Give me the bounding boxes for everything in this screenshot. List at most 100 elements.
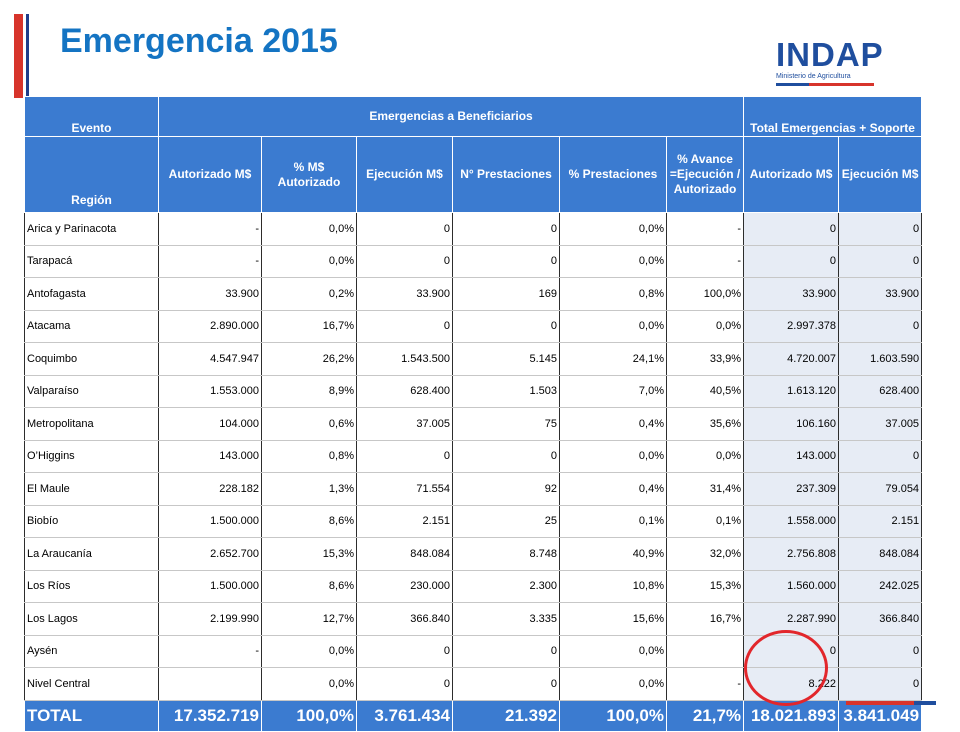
emergencias-table: Evento Emergencias a Beneficiarios Total… [24, 96, 923, 732]
cell-prestaciones: 0 [452, 212, 560, 246]
cell-total-ejecucion: 0 [838, 212, 923, 246]
cell-avance [666, 635, 745, 668]
cell-pct-prestaciones: 24,1% [559, 342, 667, 376]
cell-ejecucion: 37.005 [356, 407, 453, 441]
cell-autorizado: - [158, 245, 262, 278]
cell-pct-prestaciones: 0,0% [559, 310, 667, 343]
cell-total-ejecucion: 0 [838, 440, 923, 473]
cell-pct-prestaciones: 40,9% [559, 537, 667, 571]
cell-autorizado [158, 667, 262, 701]
cell-total-autorizado: 4.720.007 [743, 342, 840, 376]
total-cell-avance: 21,7% [666, 700, 745, 732]
header-total-ejecucion: Ejecución M$ [838, 136, 923, 213]
cell-total-ejecucion: 0 [838, 310, 923, 343]
highlight-circle [744, 630, 828, 706]
column-header-row: Región Autorizado M$ % M$ Autorizado Eje… [24, 136, 923, 213]
cell-region: Coquimbo [24, 342, 159, 376]
indap-logo: INDAP Ministerio de Agricultura [776, 38, 888, 86]
header-prestaciones: N° Prestaciones [452, 136, 560, 213]
header-avance: % Avance =Ejecución / Autorizado [665, 136, 745, 213]
cell-prestaciones: 1.503 [452, 375, 560, 408]
cell-ejecucion: 230.000 [356, 570, 453, 603]
total-cell-prestaciones: 21.392 [452, 700, 560, 732]
cell-pct-autorizado: 8,6% [261, 505, 357, 538]
header-total-autorizado: Autorizado M$ [743, 136, 840, 213]
cell-avance: 0,0% [666, 310, 745, 343]
cell-total-autorizado: 33.900 [743, 277, 840, 311]
cell-prestaciones: 3.335 [452, 602, 560, 636]
cell-pct-autorizado: 0,0% [261, 635, 357, 668]
cell-avance: 0,0% [666, 440, 745, 473]
logo-flag-stripe [776, 83, 874, 86]
cell-region: Los Lagos [24, 602, 159, 636]
cell-prestaciones: 75 [452, 407, 560, 441]
cell-total-autorizado: 2.997.378 [743, 310, 840, 343]
logo-subtitle: Ministerio de Agricultura [776, 73, 851, 80]
table-row: Valparaíso 1.553.000 8,9% 628.400 1.503 7,0% 4… [24, 375, 923, 408]
cell-total-ejecucion: 0 [838, 667, 923, 701]
cell-avance: - [666, 667, 745, 701]
cell-avance: 100,0% [666, 277, 745, 311]
cell-total-ejecucion: 242.025 [838, 570, 923, 603]
cell-ejecucion: 2.151 [356, 505, 453, 538]
cell-region: Los Ríos [24, 570, 159, 603]
cell-ejecucion: 628.400 [356, 375, 453, 408]
cell-total-autorizado: 1.558.000 [743, 505, 840, 538]
header-pct-prestaciones: % Prestaciones [559, 136, 667, 213]
cell-ejecucion: 1.543.500 [356, 342, 453, 376]
cell-ejecucion: 0 [356, 635, 453, 668]
header-beneficiarios: Emergencias a Beneficiarios [157, 96, 745, 137]
total-cell-region: TOTAL [24, 700, 159, 732]
cell-pct-autorizado: 0,6% [261, 407, 357, 441]
cell-prestaciones: 2.300 [452, 570, 560, 603]
table-row: Atacama 2.890.000 16,7% 0 0 0,0% 0,0% 2.997.378… [24, 310, 923, 343]
cell-pct-autorizado: 8,6% [261, 570, 357, 603]
table-row: Metropolitana 104.000 0,6% 37.005 75 0,4% 35,6… [24, 407, 923, 441]
table-row: Biobío 1.500.000 8,6% 2.151 25 0,1% 0,1% 1.558.… [24, 505, 923, 538]
cell-ejecucion: 71.554 [356, 472, 453, 506]
cell-autorizado: 104.000 [158, 407, 262, 441]
header-pct-autorizado: % M$ Autorizado [261, 136, 357, 213]
cell-avance: 32,0% [666, 537, 745, 571]
table-row: Arica y Parinacota -0,0% 0 0 0,0% -0 0 [24, 212, 923, 246]
cell-region: Arica y Parinacota [24, 212, 159, 246]
cell-region: Nivel Central [24, 667, 159, 701]
table-row: La Araucanía 2.652.700 15,3% 848.084 8.748 40… [24, 537, 923, 571]
table-row: Los Lagos 2.199.990 12,7% 366.840 3.335 15,6%… [24, 602, 923, 636]
footer-stripe [846, 701, 936, 705]
cell-ejecucion: 0 [356, 667, 453, 701]
cell-total-ejecucion: 0 [838, 245, 923, 278]
cell-avance: 40,5% [666, 375, 745, 408]
cell-region: Atacama [24, 310, 159, 343]
group-header-row: Evento Emergencias a Beneficiarios Total… [24, 96, 923, 137]
cell-ejecucion: 0 [356, 212, 453, 246]
cell-prestaciones: 0 [452, 667, 560, 701]
cell-total-autorizado: 1.613.120 [743, 375, 840, 408]
cell-total-ejecucion: 0 [838, 635, 923, 668]
cell-prestaciones: 25 [452, 505, 560, 538]
table-row: Tarapacá -0,0% 0 0 0,0% -0 0 [24, 245, 923, 278]
table-row: Los Ríos 1.500.000 8,6% 230.000 2.300 10,8% 15… [24, 570, 923, 603]
cell-region: Biobío [24, 505, 159, 538]
logo-name: INDAP [776, 36, 884, 73]
cell-total-ejecucion: 2.151 [838, 505, 923, 538]
cell-total-ejecucion: 37.005 [838, 407, 923, 441]
cell-pct-prestaciones: 0,0% [559, 245, 667, 278]
cell-pct-autorizado: 0,2% [261, 277, 357, 311]
cell-pct-prestaciones: 0,0% [559, 212, 667, 246]
cell-total-ejecucion: 33.900 [838, 277, 923, 311]
cell-autorizado: 2.199.990 [158, 602, 262, 636]
header-ejecucion: Ejecución M$ [356, 136, 453, 213]
cell-total-ejecucion: 628.400 [838, 375, 923, 408]
cell-total-ejecucion: 366.840 [838, 602, 923, 636]
cell-autorizado: 143.000 [158, 440, 262, 473]
cell-ejecucion: 366.840 [356, 602, 453, 636]
cell-pct-prestaciones: 0,0% [559, 667, 667, 701]
cell-total-autorizado: 0 [743, 245, 840, 278]
table-row: Antofagasta 33.900 0,2% 33.900 169 0,8% 100,0%… [24, 277, 923, 311]
cell-region: Aysén [24, 635, 159, 668]
cell-total-ejecucion: 1.603.590 [838, 342, 923, 376]
cell-autorizado: 33.900 [158, 277, 262, 311]
table-row: El Maule 228.182 1,3% 71.554 92 0,4% 31,4% 237.… [24, 472, 923, 506]
cell-prestaciones: 0 [452, 245, 560, 278]
